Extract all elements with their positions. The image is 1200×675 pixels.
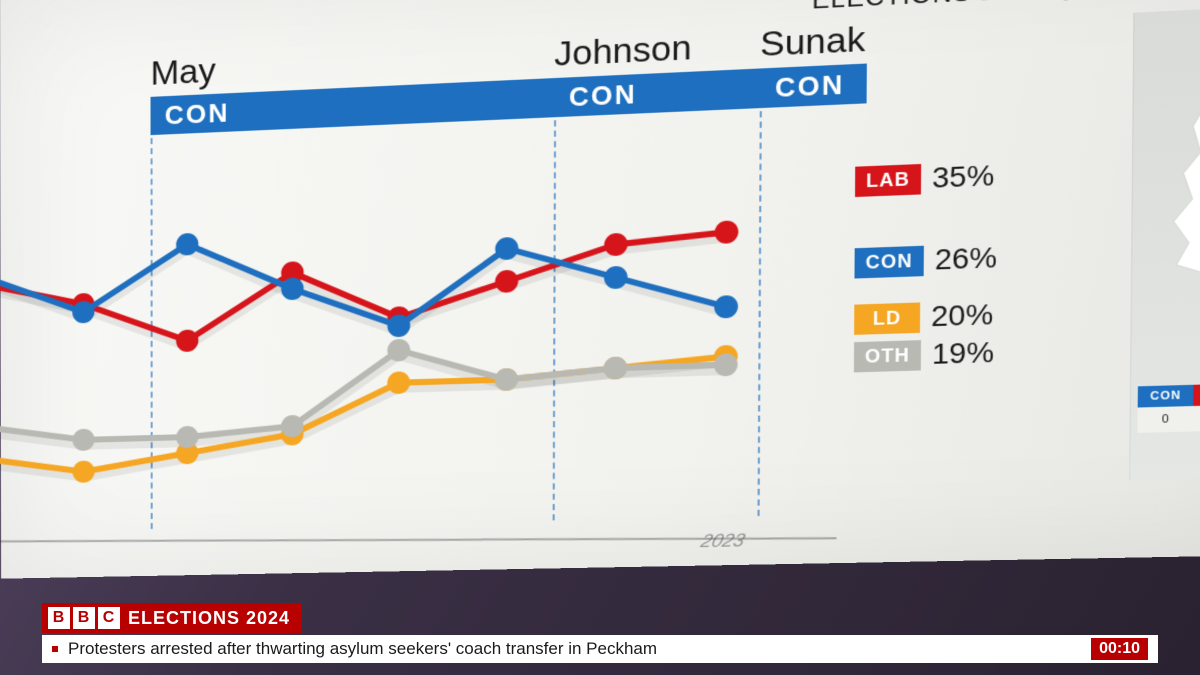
legend-oth: OTH 19% (854, 336, 994, 374)
legend-tag: LAB (855, 163, 921, 196)
bbc-logo: BBC (48, 607, 120, 629)
lower-third: BBC ELECTIONS 2024 Protesters arrested a… (0, 595, 1200, 675)
legend-lab: LAB 35% (855, 159, 994, 198)
legend-pct: 26% (935, 241, 997, 277)
bbc-block-letter: B (48, 607, 70, 629)
legend-pct: 20% (931, 298, 993, 334)
series-line-oth (0, 340, 726, 443)
legend-tag: OTH (854, 340, 921, 372)
series-marker (714, 295, 738, 319)
axis-year-label: 2023 (698, 530, 747, 553)
result-value: 0 (1193, 404, 1200, 431)
result-value: 0 (1137, 406, 1193, 433)
poll-tracker-chart (0, 0, 1079, 579)
ticker-text: Protesters arrested after thwarting asyl… (68, 639, 657, 659)
uk-map-panel: CONLABLD000↻ 0 of 107 cou (1129, 4, 1200, 480)
legend-pct: 35% (932, 159, 994, 195)
result-grid: CONLABLD000↻ 0 of 107 cou (1137, 382, 1200, 448)
legend-ld: LD 20% (854, 298, 993, 336)
video-wall-screen: ELECTIONS 2024 MayCONJohnsonCONSunakCON … (0, 0, 1200, 579)
bbc-block-letter: C (98, 607, 120, 629)
series-marker (495, 270, 518, 293)
programme-title: ELECTIONS 2024 (128, 608, 290, 629)
legend-con: CON 26% (854, 241, 997, 280)
clock-badge: 00:10 (1091, 638, 1148, 660)
result-header: LAB (1193, 383, 1200, 406)
series-marker (715, 220, 739, 244)
news-ticker: Protesters arrested after thwarting asyl… (42, 635, 1158, 663)
bbc-block-letter: B (73, 607, 95, 629)
series-marker (176, 329, 198, 352)
uk-map-silhouette (1132, 4, 1200, 332)
studio-backdrop: ELECTIONS 2024 MayCONJohnsonCONSunakCON … (0, 0, 1200, 675)
programme-title-bar: BBC ELECTIONS 2024 (42, 603, 302, 633)
ticker-bullet-icon (52, 646, 58, 652)
legend-tag: LD (854, 302, 920, 334)
legend-tag: CON (854, 245, 923, 278)
legend-pct: 19% (932, 336, 994, 371)
result-header: CON (1138, 385, 1194, 408)
